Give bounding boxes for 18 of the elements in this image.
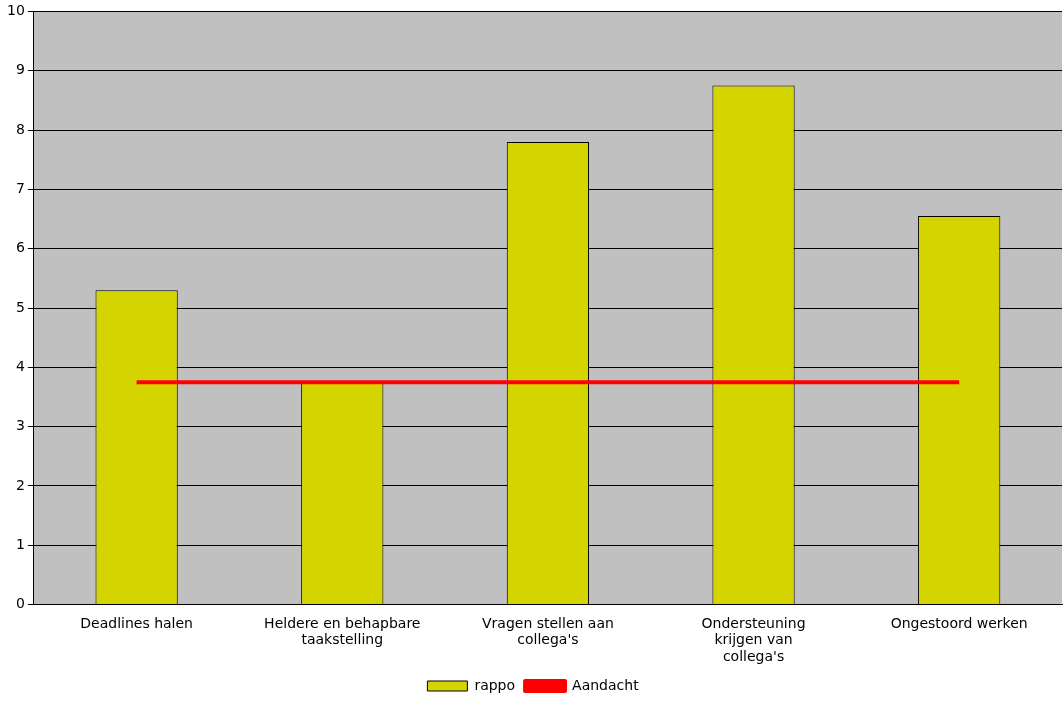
- y-tick-label: 6: [15, 239, 25, 256]
- x-tick-label: Deadlines halen: [80, 614, 193, 631]
- x-tick-label: Ondersteuning krijgen van collega's: [701, 614, 806, 665]
- y-tick-label: 3: [15, 417, 25, 434]
- y-tick-label: 8: [15, 120, 25, 137]
- y-tick-label: 10: [6, 2, 25, 19]
- legend-label: Aandacht: [572, 676, 640, 693]
- y-tick-label: 1: [15, 535, 25, 552]
- x-tick-label: Ongestoord werken: [890, 614, 1028, 631]
- y-tick-label: 9: [15, 61, 25, 78]
- y-tick-label: 4: [15, 357, 25, 374]
- x-tick-label: Heldere en behapbare taakstelling: [264, 614, 421, 648]
- legend-label: rappo: [474, 676, 516, 693]
- y-tick-label: 5: [15, 298, 25, 315]
- y-tick-label: 0: [15, 595, 25, 612]
- x-tick-label: Vragen stellen aan collega's: [481, 614, 614, 648]
- y-tick-label: 7: [15, 180, 25, 196]
- y-tick-label: 2: [15, 476, 25, 493]
